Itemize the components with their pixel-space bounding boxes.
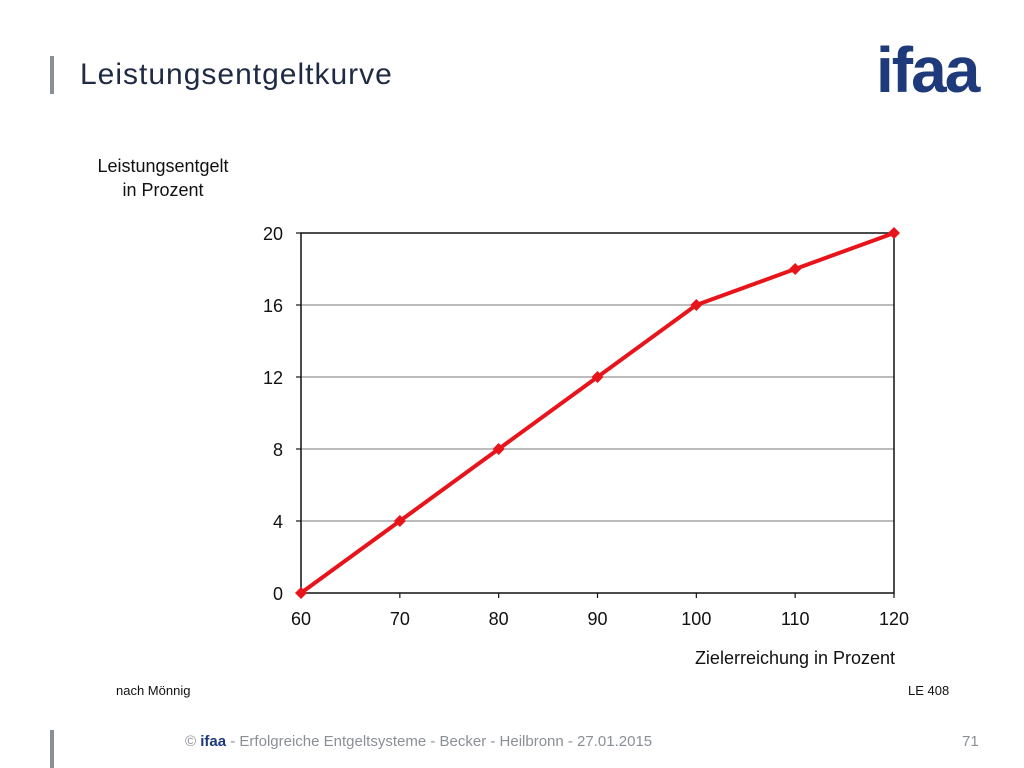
x-axis-title: Zielerreichung in Prozent xyxy=(694,648,896,668)
data-point-marker xyxy=(393,515,406,527)
y-axis-title-line1: Leistungsentgelt xyxy=(97,156,229,176)
footer: © ifaa - Erfolgreiche Entgeltsysteme - B… xyxy=(185,733,652,750)
footer-accent-bar xyxy=(50,730,54,768)
reference-code: LE 408 xyxy=(908,683,950,698)
data-point-marker xyxy=(789,263,802,275)
y-tick-label: 0 xyxy=(273,584,283,604)
page-number: 71 xyxy=(962,733,979,750)
ifaa-logo: ifaa xyxy=(876,34,980,106)
y-tick-label: 20 xyxy=(263,224,283,244)
x-tick-label: 90 xyxy=(587,609,607,629)
y-tick-label: 4 xyxy=(273,512,283,532)
x-tick-label: 120 xyxy=(879,609,909,629)
data-point-marker xyxy=(888,227,900,239)
y-axis-title: Leistungsentgelt in Prozent xyxy=(72,154,254,202)
data-point-marker xyxy=(690,299,703,311)
plot-frame xyxy=(300,232,895,594)
x-tick-label: 100 xyxy=(681,609,711,629)
x-tick-label: 110 xyxy=(781,609,810,629)
y-axis-title-line2: in Prozent xyxy=(122,180,204,200)
copyright-symbol: © xyxy=(185,733,197,750)
data-point-marker xyxy=(591,371,604,383)
footer-text: - Erfolgreiche Entgeltsysteme - Becker -… xyxy=(230,733,653,750)
title-accent-bar xyxy=(50,56,54,94)
x-tick-label: 80 xyxy=(489,609,509,629)
y-tick-label: 16 xyxy=(263,296,283,316)
page-title: Leistungsentgeltkurve xyxy=(80,58,393,91)
x-tick-label: 60 xyxy=(291,609,311,629)
source-note: nach Mönnig xyxy=(116,683,191,698)
series-line xyxy=(299,231,895,595)
y-tick-label: 8 xyxy=(273,440,283,460)
footer-brand: ifaa xyxy=(200,733,227,750)
x-tick-label: 70 xyxy=(390,609,410,629)
y-tick-label: 12 xyxy=(263,368,283,388)
data-point-marker xyxy=(295,587,307,599)
data-point-marker xyxy=(492,443,505,455)
